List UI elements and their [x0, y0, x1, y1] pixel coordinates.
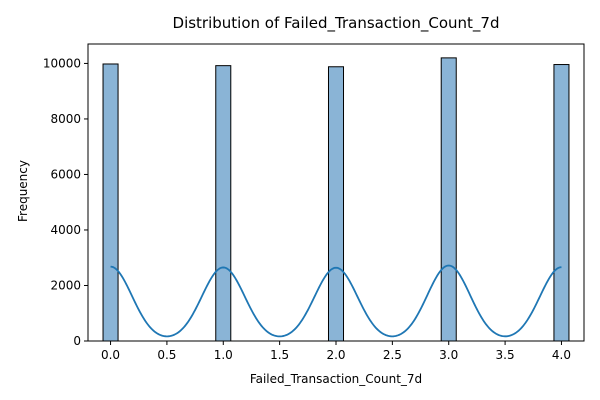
histogram-bar-2 — [327, 66, 345, 342]
x-tick-label-1: 0.5 — [157, 348, 176, 362]
y-tick-label-4: 8000 — [50, 112, 81, 126]
histogram-bar-0 — [102, 63, 119, 342]
x-tick-label-4: 2.0 — [326, 348, 345, 362]
x-tick-label-6: 3.0 — [439, 348, 458, 362]
x-tick-label-7: 3.5 — [496, 348, 515, 362]
histogram-bar-3 — [440, 57, 457, 342]
x-tick-label-2: 1.0 — [214, 348, 233, 362]
x-tick-label-3: 1.5 — [270, 348, 289, 362]
histogram-bar-1 — [215, 65, 232, 342]
plot-area: 0.0 0.5 1.0 1.5 2.0 2.5 3.0 3.5 4.0 0 2000 4000 6000… — [43, 43, 585, 362]
x-tick-label-5: 2.5 — [383, 348, 402, 362]
y-tick-label-1: 2000 — [50, 278, 81, 292]
y-tick-label-0: 0 — [73, 334, 81, 348]
kde-line — [110, 264, 562, 338]
y-tick-label-2: 4000 — [50, 223, 81, 237]
x-axis-label: Failed_Transaction_Count_7d — [250, 372, 422, 386]
y-tick-label-3: 6000 — [50, 167, 81, 181]
histogram-bar-4 — [553, 64, 570, 342]
y-tick-label-5: 10000 — [43, 56, 81, 70]
x-tick-label-0: 0.0 — [101, 348, 120, 362]
y-axis-label: Frequency — [16, 160, 30, 222]
chart-title: Distribution of Failed_Transaction_Count… — [173, 14, 500, 33]
x-tick-label-8: 4.0 — [552, 348, 571, 362]
